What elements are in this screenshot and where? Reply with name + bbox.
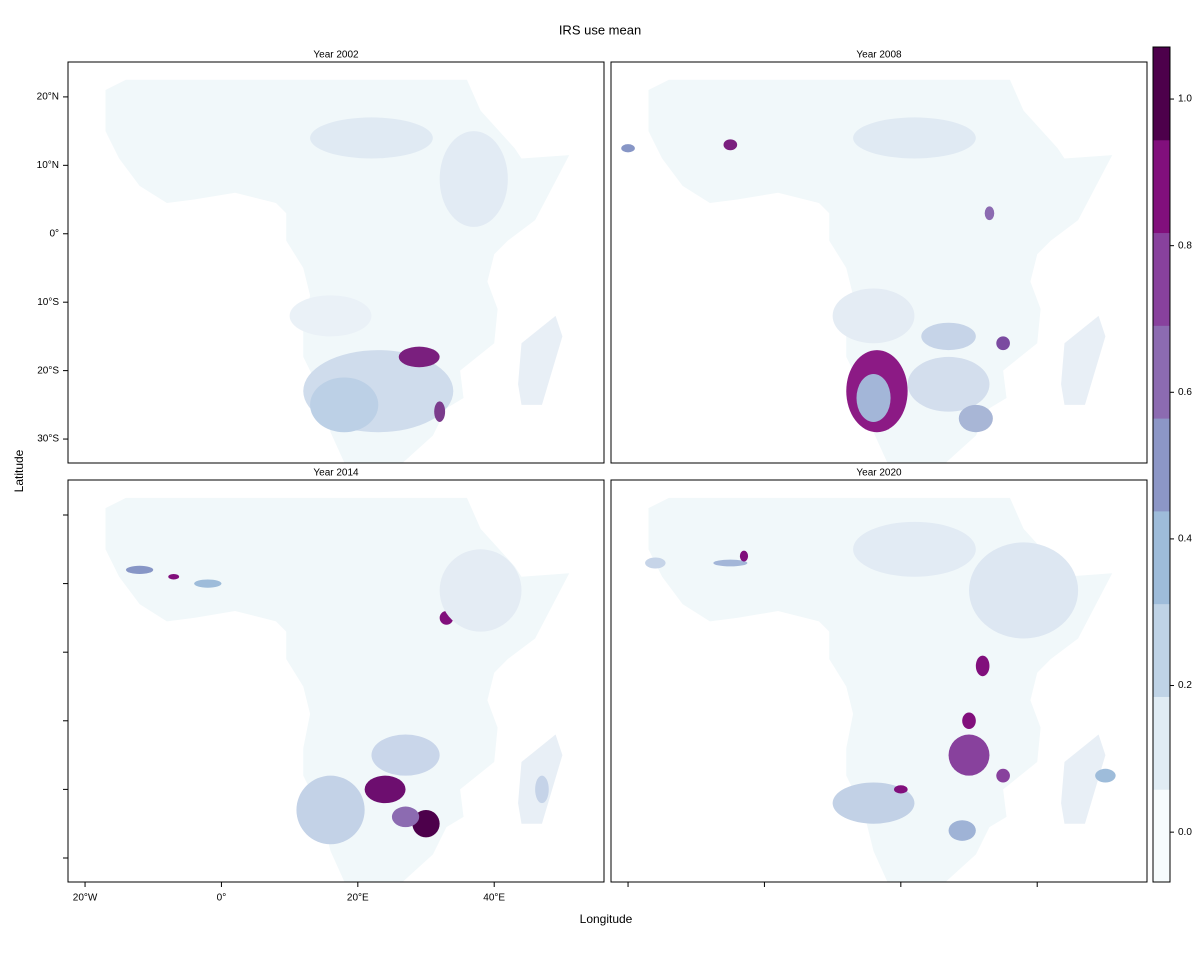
colorbar-tick-label: 0.0 (1178, 827, 1192, 838)
irs-area (969, 542, 1079, 639)
land (1061, 315, 1106, 405)
map-panel (105, 79, 570, 463)
irs-area (948, 734, 990, 776)
irs-area (296, 775, 365, 845)
x-axis-title: Longitude (580, 912, 633, 926)
irs-area (310, 117, 433, 159)
irs-area (832, 288, 915, 344)
irs-area (907, 356, 990, 412)
x-tick-label: 20°E (347, 893, 369, 904)
panel-frame (610, 61, 1148, 464)
y-axis-title: Latitude (12, 449, 26, 492)
irs-area (996, 768, 1010, 783)
panel-frame (67, 479, 605, 883)
y-tick-label: 10°S (37, 297, 59, 308)
irs-area (853, 117, 976, 159)
colorbar-band (1153, 47, 1170, 141)
irs-area (853, 521, 976, 577)
irs-area (364, 775, 406, 804)
irs-area (713, 559, 748, 567)
x-tick-label: 20°W (73, 893, 98, 904)
irs-area (439, 549, 522, 632)
map-panel (645, 497, 1116, 882)
irs-area (984, 206, 995, 221)
map-panel (105, 497, 570, 882)
land (1061, 734, 1106, 824)
colorbar-band (1153, 139, 1170, 234)
irs-area (535, 775, 549, 804)
irs-area (398, 346, 440, 368)
irs-area (856, 374, 891, 422)
x-tick-label: 40°E (483, 893, 505, 904)
irs-area (371, 734, 440, 776)
colorbar-frame (1152, 46, 1171, 883)
y-tick-label: 0° (49, 228, 59, 239)
panel-title: Year 2020 (856, 468, 902, 479)
irs-area (975, 655, 990, 677)
irs-area (958, 404, 993, 433)
colorbar-band (1153, 603, 1170, 697)
y-tick-label: 20°N (37, 92, 59, 103)
colorbar-tick-label: 0.6 (1178, 387, 1192, 398)
colorbar-band (1153, 510, 1170, 605)
colorbar-tick-label: 1.0 (1178, 94, 1192, 105)
irs-area (962, 712, 976, 730)
y-tick-label: 30°S (37, 434, 59, 445)
land (518, 315, 563, 405)
colorbar-band (1153, 418, 1170, 512)
colorbar-tick-label: 0.8 (1178, 240, 1192, 251)
irs-area (621, 144, 635, 153)
y-tick-label: 20°S (37, 365, 59, 376)
irs-area (723, 139, 738, 151)
irs-area (194, 579, 222, 588)
colorbar-band (1153, 789, 1170, 883)
panel-title: Year 2014 (313, 468, 359, 479)
irs-area (289, 295, 372, 337)
irs-area (832, 782, 915, 824)
irs-area (310, 377, 379, 433)
irs-area (391, 806, 420, 828)
irs-area (948, 820, 976, 841)
panel-title: Year 2008 (856, 50, 902, 61)
irs-area (739, 550, 749, 562)
irs-area (996, 336, 1010, 351)
land (648, 79, 1113, 463)
y-tick-label: 10°N (37, 160, 59, 171)
chart-title: IRS use mean (559, 22, 641, 37)
colorbar-band (1153, 696, 1170, 790)
x-tick-label: 0° (217, 893, 227, 904)
colorbar-band (1153, 325, 1170, 419)
irs-area (434, 401, 446, 422)
panel-frame (610, 479, 1148, 883)
irs-area (645, 557, 666, 569)
irs-area (921, 322, 976, 351)
colorbar-tick-label: 0.2 (1178, 680, 1192, 691)
panel-frame (67, 61, 605, 464)
colorbar-band (1153, 232, 1170, 326)
panel-title: Year 2002 (313, 50, 359, 61)
irs-area (168, 573, 180, 580)
map-panel (621, 79, 1113, 463)
colorbar-tick-label: 0.4 (1178, 534, 1192, 545)
irs-area (894, 785, 908, 794)
irs-area (1095, 768, 1116, 783)
irs-area (125, 565, 154, 574)
irs-area (439, 131, 508, 227)
